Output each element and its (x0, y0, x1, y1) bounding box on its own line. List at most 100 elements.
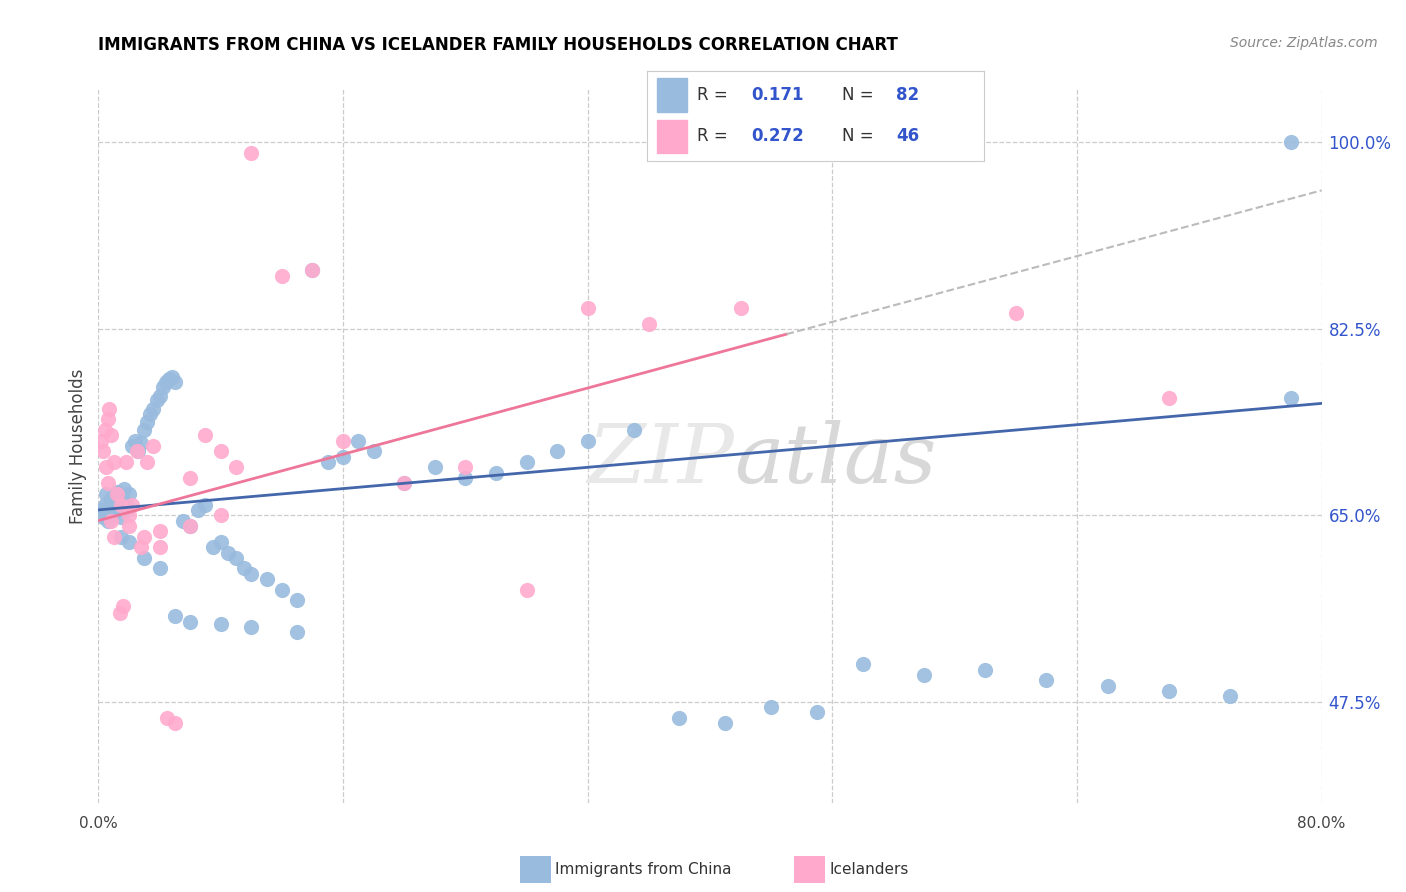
Point (139, 407, 162, 421)
Point (179, 615, 201, 629)
Point (974, 663, 997, 677)
Point (100, 492, 122, 507)
Point (149, 540, 172, 554)
Point (187, 503, 209, 517)
Point (256, 572, 278, 586)
Point (125, 444, 148, 458)
Point (100, 428, 122, 442)
Point (546, 444, 568, 458)
Point (392, 476, 416, 491)
Point (1279, 136, 1302, 150)
Text: IMMIGRANTS FROM CHINA VS ICELANDER FAMILY HOUSEHOLDS CORRELATION CHART: IMMIGRANTS FROM CHINA VS ICELANDER FAMIL… (98, 36, 898, 54)
Point (155, 375, 177, 389)
Point (1157, 684, 1180, 698)
Point (637, 317, 661, 331)
Point (118, 519, 141, 533)
Point (163, 609, 186, 624)
Point (301, 263, 323, 277)
Point (112, 482, 135, 496)
Point (101, 508, 124, 523)
Point (363, 444, 385, 458)
Point (111, 492, 134, 507)
Point (392, 476, 416, 491)
Point (115, 498, 138, 512)
Point (576, 301, 599, 315)
Point (157, 372, 180, 386)
Point (179, 519, 201, 533)
Point (91, 444, 114, 458)
Text: Source: ZipAtlas.com: Source: ZipAtlas.com (1230, 36, 1378, 50)
Text: 0.171: 0.171 (751, 86, 804, 103)
Point (1157, 391, 1180, 405)
Point (347, 434, 370, 448)
Point (225, 460, 247, 475)
Point (202, 540, 225, 554)
Point (142, 439, 165, 453)
Point (423, 460, 446, 475)
Point (124, 434, 146, 448)
Point (668, 710, 690, 724)
Point (1035, 673, 1057, 688)
Point (623, 423, 645, 437)
Point (94, 460, 117, 475)
Point (127, 444, 149, 458)
Point (149, 561, 172, 575)
Point (332, 450, 354, 464)
Point (108, 606, 131, 620)
Point (730, 301, 752, 315)
Point (240, 620, 263, 634)
Point (118, 534, 141, 549)
Point (240, 566, 263, 581)
Point (91, 510, 114, 524)
Point (912, 668, 935, 682)
Point (806, 706, 828, 720)
Point (110, 498, 132, 512)
Point (121, 498, 143, 512)
Text: 0.0%: 0.0% (79, 815, 118, 830)
Point (111, 599, 134, 613)
Point (316, 455, 339, 469)
Point (134, 423, 156, 437)
Point (103, 495, 125, 509)
Text: 0.272: 0.272 (751, 128, 804, 145)
Text: ZIP: ZIP (588, 420, 734, 500)
Point (516, 582, 538, 597)
Text: Icelanders: Icelanders (830, 863, 908, 877)
Point (285, 593, 308, 607)
Point (179, 519, 201, 533)
Point (90, 434, 112, 448)
Point (209, 444, 232, 458)
Point (136, 455, 159, 469)
Point (454, 460, 477, 475)
Point (217, 545, 239, 559)
Point (110, 529, 132, 543)
Point (179, 471, 201, 485)
Point (576, 434, 599, 448)
Point (115, 455, 138, 469)
Point (97, 412, 120, 426)
Point (714, 715, 737, 730)
Point (485, 466, 508, 480)
Point (145, 393, 167, 408)
Point (105, 484, 128, 499)
Point (160, 369, 183, 384)
Point (90, 503, 112, 517)
Point (301, 263, 323, 277)
Point (104, 503, 127, 517)
Point (97, 514, 120, 528)
Point (163, 715, 186, 730)
Point (129, 540, 152, 554)
Point (1004, 306, 1026, 320)
Point (108, 500, 131, 514)
Point (516, 455, 538, 469)
Point (93, 498, 115, 512)
Point (117, 503, 139, 517)
Point (134, 529, 156, 543)
Point (121, 439, 143, 453)
Point (100, 514, 122, 528)
Point (149, 524, 172, 539)
Point (759, 700, 782, 714)
Point (270, 582, 292, 597)
Point (232, 561, 254, 575)
Text: Immigrants from China: Immigrants from China (555, 863, 733, 877)
